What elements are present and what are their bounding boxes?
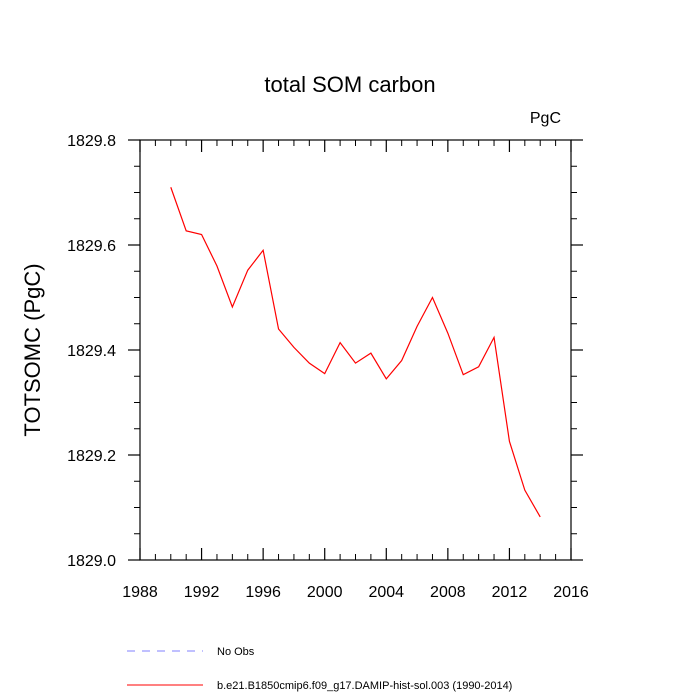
chart-title: total SOM carbon [264,72,435,97]
units-label: PgC [530,110,561,127]
axis-ticks [128,139,583,561]
y-axis-label: TOTSOMC (PgC) [20,263,45,436]
x-tick-label: 2016 [553,584,589,601]
legend: No Obs b.e21.B1850cmip6.f09_g17.DAMIP-his… [127,646,512,692]
x-tick-label: 2004 [368,584,404,601]
y-tick-label: 1829.6 [67,238,116,255]
legend-label: No Obs [217,646,255,658]
y-tick-label: 1829.4 [67,343,116,360]
x-tick-label: 2000 [307,584,343,601]
y-tick-label: 1829.8 [67,133,116,150]
x-tick-label: 2012 [492,584,528,601]
y-tick-label: 1829.0 [67,553,116,570]
x-tick-label: 2008 [430,584,466,601]
y-tick-label: 1829.2 [67,448,116,465]
plot-frame [139,139,572,561]
x-tick-label: 1988 [122,584,158,601]
axis-tick-labels: 1988 1992 1996 2000 2004 2008 2012 2016 1829.0 18… [67,133,589,601]
x-tick-label: 1992 [184,584,220,601]
series-lines [170,187,541,518]
x-tick-label: 1996 [245,584,281,601]
legend-label: b.e21.B1850cmip6.f09_g17.DAMIP-hist-sol.… [217,680,512,692]
series-line-0 [170,187,541,518]
